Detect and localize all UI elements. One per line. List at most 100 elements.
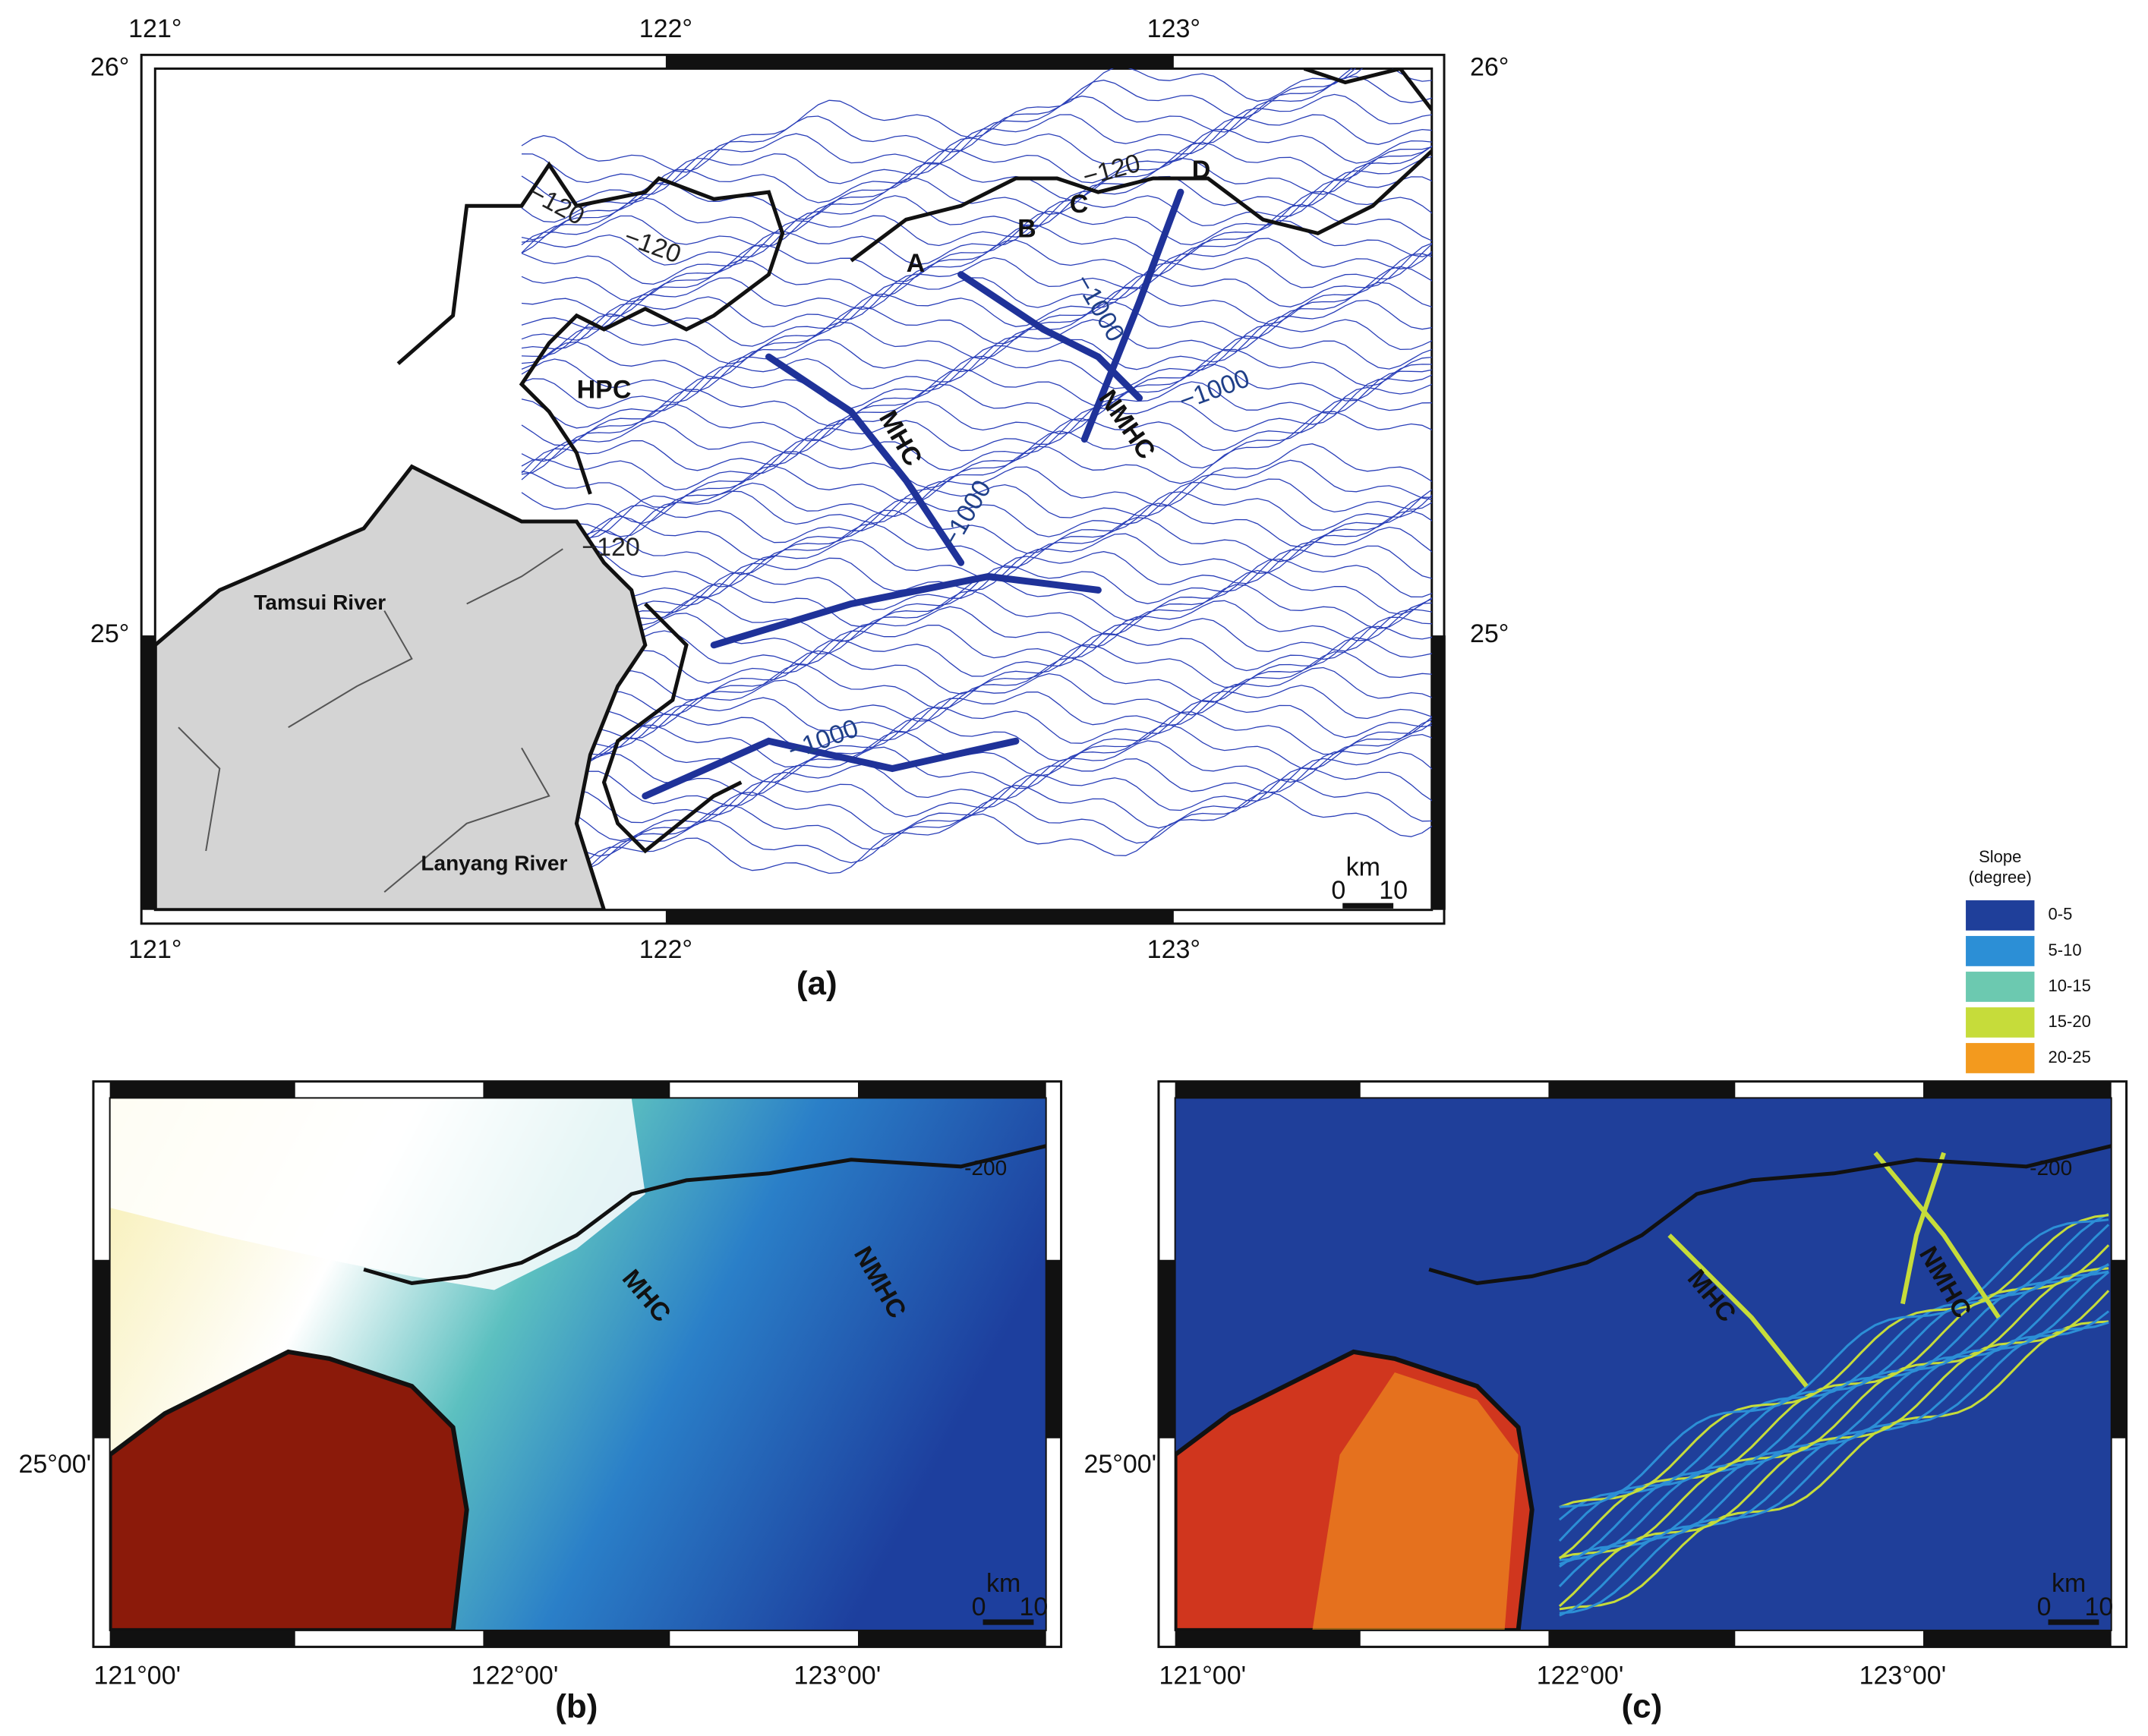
label: 25° xyxy=(90,619,129,648)
label: HPC xyxy=(577,375,632,404)
frame-bar xyxy=(1548,1630,1736,1647)
label: 10 xyxy=(2085,1593,2114,1621)
label: 25° xyxy=(1470,619,1509,648)
land xyxy=(110,1349,469,1630)
legend-swatch xyxy=(1966,900,2035,931)
frame-inner xyxy=(1174,1097,2112,1631)
label: D xyxy=(1192,156,1211,184)
label: km xyxy=(1346,852,1380,881)
slope-streak xyxy=(1559,1214,2109,1508)
contour xyxy=(521,719,1432,824)
label: 123° xyxy=(1147,935,1200,964)
slope-streak xyxy=(1559,1264,2109,1568)
contour xyxy=(521,219,1432,350)
contour xyxy=(521,651,1432,756)
label: 25°00' xyxy=(18,1450,91,1479)
contour xyxy=(521,600,1432,684)
contour xyxy=(521,685,1432,782)
label: km xyxy=(2052,1569,2086,1598)
frame-bar xyxy=(483,1630,670,1647)
label: Tamsui River xyxy=(254,591,386,614)
contour xyxy=(521,545,1432,649)
frame-bar xyxy=(665,55,1174,69)
land xyxy=(155,464,648,910)
label: (degree) xyxy=(1969,868,2032,887)
frame-bar xyxy=(665,909,1174,924)
contour xyxy=(521,68,1364,173)
map-a xyxy=(155,68,1432,910)
contour xyxy=(521,411,1432,553)
label: 0 xyxy=(972,1593,986,1621)
label: 122°00' xyxy=(1537,1661,1624,1690)
slope-streak xyxy=(1558,1212,2109,1521)
contour xyxy=(521,145,1432,285)
contour xyxy=(521,243,1432,364)
frame-bar xyxy=(109,1630,295,1647)
legend-swatch xyxy=(1966,936,2035,966)
label: -200 xyxy=(2030,1156,2072,1180)
frame-bar xyxy=(141,635,156,910)
canyon xyxy=(642,737,1020,800)
frame-inner xyxy=(109,1097,1047,1631)
scale-bar xyxy=(1342,903,1394,909)
label: (a) xyxy=(796,965,837,1002)
coastline xyxy=(601,602,743,854)
label: A xyxy=(907,249,926,278)
slope-streak xyxy=(1559,1218,2109,1508)
frame-bar xyxy=(1158,1259,1175,1438)
label: 10 xyxy=(1379,876,1408,905)
contour xyxy=(521,319,1432,462)
label: 0 xyxy=(2037,1593,2052,1621)
label: 15-20 xyxy=(2049,1012,2091,1031)
label: 121°00' xyxy=(93,1661,181,1690)
frame-bar xyxy=(483,1081,670,1098)
contour xyxy=(521,253,1432,392)
slope-streak xyxy=(1558,1271,2110,1587)
coastline xyxy=(363,1144,1046,1286)
frame-bar xyxy=(93,1259,110,1438)
label: 123°00' xyxy=(794,1661,882,1690)
label: −120 xyxy=(582,533,640,562)
map-c xyxy=(1175,1098,2112,1630)
canyon xyxy=(957,271,1143,402)
canyon-streak xyxy=(1900,1152,1946,1305)
contour xyxy=(521,93,1432,241)
contour xyxy=(521,203,1432,341)
contour xyxy=(521,336,1432,475)
frame-bar xyxy=(1175,1630,1361,1647)
contour xyxy=(521,128,1432,254)
contour xyxy=(521,700,1432,783)
contour xyxy=(521,364,1432,474)
label: 121° xyxy=(128,935,181,964)
contour xyxy=(521,569,1432,673)
contour xyxy=(521,348,1432,480)
contour xyxy=(521,666,1432,774)
label: 121°00' xyxy=(1159,1661,1246,1690)
contour xyxy=(521,625,1432,729)
label: 122° xyxy=(639,14,692,43)
frame-bar xyxy=(1431,635,1446,910)
label: (c) xyxy=(1621,1688,1662,1725)
slope-streak xyxy=(1559,1267,2109,1559)
label: 0-5 xyxy=(2049,905,2073,924)
river xyxy=(383,747,550,893)
label: 123° xyxy=(1147,14,1200,43)
contour xyxy=(521,637,1432,739)
map-b xyxy=(110,1098,1046,1630)
legend-swatch xyxy=(1966,1007,2035,1038)
label: 10-15 xyxy=(2049,976,2091,995)
label: 26° xyxy=(1470,52,1509,81)
label: C xyxy=(1070,190,1089,219)
slope-streak xyxy=(1559,1321,2109,1615)
label: 122°00' xyxy=(472,1661,559,1690)
contour xyxy=(521,459,1432,553)
contour xyxy=(521,299,1432,446)
river xyxy=(178,726,221,852)
coastline xyxy=(396,161,785,495)
label: 122° xyxy=(639,935,692,964)
label: 5-10 xyxy=(2049,940,2082,959)
contour xyxy=(521,76,1432,223)
label: 10 xyxy=(1020,1593,1049,1621)
contour xyxy=(521,191,1432,330)
